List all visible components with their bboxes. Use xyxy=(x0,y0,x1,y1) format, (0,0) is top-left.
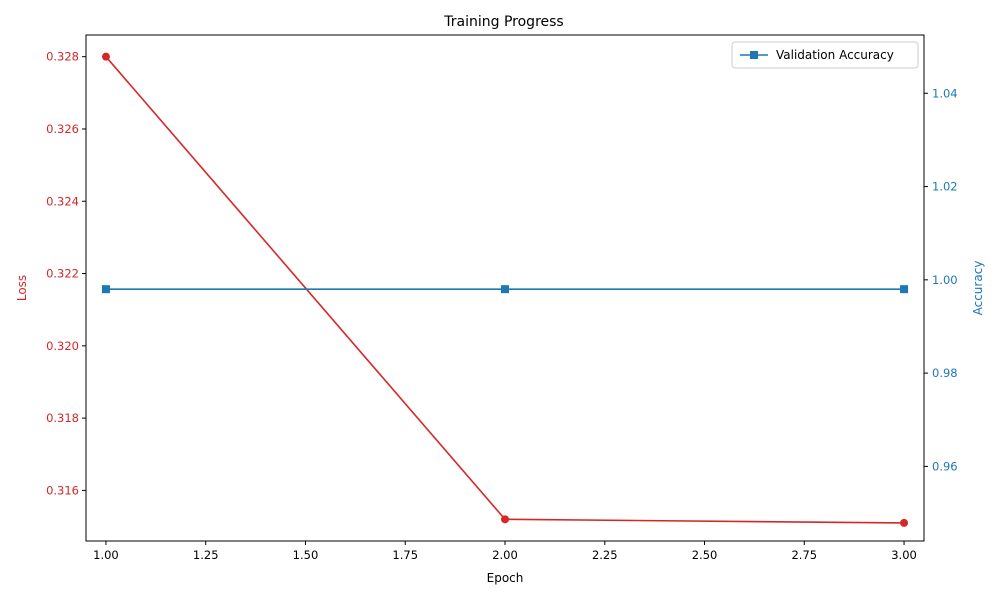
loss-point xyxy=(501,515,509,524)
right-tick-label: 0.96 xyxy=(932,459,958,473)
right-y-axis-title: Accuracy xyxy=(971,261,985,316)
left-tick-label: 0.316 xyxy=(46,483,79,497)
x-axis: 1.00 1.25 1.50 1.75 2.00 2.25 2.50 2.75 3.00 xyxy=(93,541,917,562)
right-tick-label: 1.00 xyxy=(932,273,958,287)
loss-point xyxy=(900,518,909,527)
x-tick-label: 2.00 xyxy=(492,548,518,562)
x-tick-label: 2.25 xyxy=(592,548,618,562)
x-tick-label: 1.25 xyxy=(193,548,219,562)
chart-title: Training Progress xyxy=(443,14,563,30)
left-tick-label: 0.318 xyxy=(46,411,79,425)
x-tick-label: 2.75 xyxy=(791,548,817,562)
right-tick-label: 1.04 xyxy=(932,86,958,100)
legend: Validation Accuracy xyxy=(731,41,919,69)
x-tick-label: 2.50 xyxy=(692,548,718,562)
x-tick-label: 3.00 xyxy=(891,548,917,562)
x-tick-label: 1.00 xyxy=(93,548,119,562)
right-tick-label: 0.98 xyxy=(932,366,958,380)
right-tick-label: 1.02 xyxy=(932,180,958,194)
x-axis-title: Epoch xyxy=(487,571,524,585)
legend-box xyxy=(731,41,919,69)
left-y-axis-title: Loss xyxy=(15,275,29,301)
accuracy-point xyxy=(101,285,110,294)
legend-marker xyxy=(750,51,758,59)
legend-label: Validation Accuracy xyxy=(776,48,894,62)
left-tick-label: 0.322 xyxy=(46,267,79,281)
x-tick-label: 1.50 xyxy=(293,548,319,562)
left-tick-label: 0.324 xyxy=(46,194,79,208)
left-tick-label: 0.328 xyxy=(46,50,79,64)
series-layer xyxy=(101,52,909,527)
accuracy-point xyxy=(501,285,509,294)
left-tick-label: 0.320 xyxy=(46,339,79,353)
left-tick-label: 0.326 xyxy=(46,122,79,136)
loss-point xyxy=(101,52,110,61)
left-y-axis: 0.316 0.318 0.320 0.322 0.324 0.326 0.328 xyxy=(46,50,86,497)
accuracy-point xyxy=(900,285,909,294)
x-tick-label: 1.75 xyxy=(392,548,418,562)
right-y-axis: 0.96 0.98 1.00 1.02 1.04 xyxy=(924,86,958,473)
